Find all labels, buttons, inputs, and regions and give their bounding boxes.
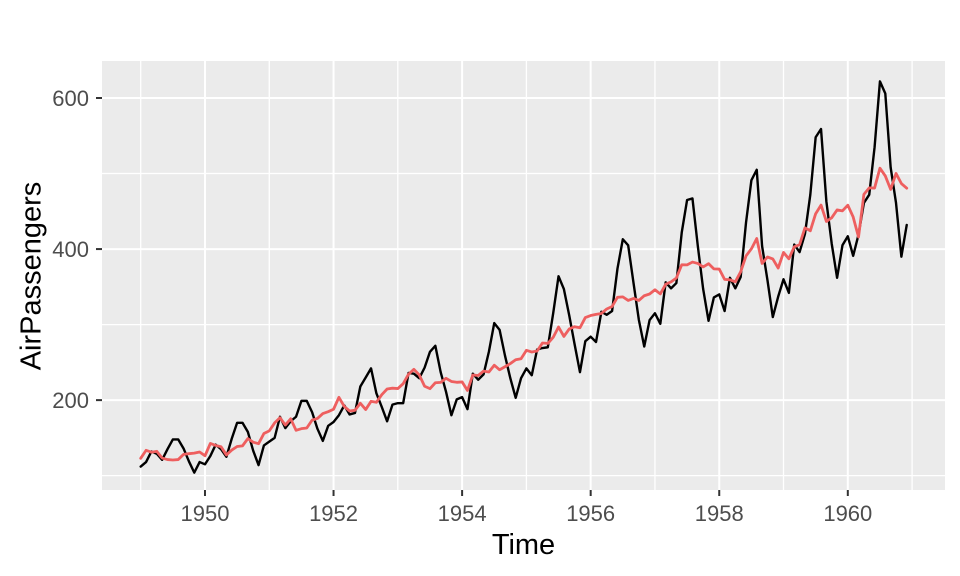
- x-tick-label: 1958: [695, 501, 744, 526]
- x-tick-label: 1952: [309, 501, 358, 526]
- x-tick-label: 1954: [438, 501, 487, 526]
- y-axis-title: AirPassengers: [15, 181, 48, 371]
- series-line-seasonally-adjusted: [139, 166, 909, 462]
- y-tick-label: 200: [52, 388, 89, 413]
- x-tick-label: 1950: [181, 501, 230, 526]
- x-axis-title: Time: [491, 529, 556, 561]
- series-line-AirPassengers: [139, 80, 908, 474]
- y-tick-label: 400: [52, 237, 89, 262]
- y-tick-label: 600: [52, 86, 89, 111]
- panel-background: [102, 61, 945, 490]
- x-tick-label: 1956: [566, 501, 615, 526]
- x-tick-label: 1960: [823, 501, 872, 526]
